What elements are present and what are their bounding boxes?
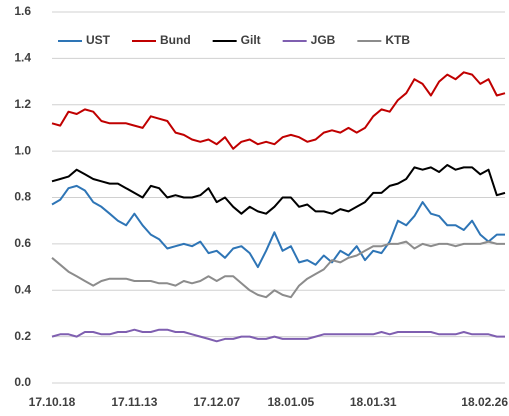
line-series xyxy=(51,328,505,343)
legend-label: JGB xyxy=(311,33,336,47)
x-tick-label: 18.01.05 xyxy=(267,395,314,409)
y-tick-label: 1.2 xyxy=(14,97,31,111)
x-tick-label: 17.12.07 xyxy=(193,395,240,409)
legend-label: Bund xyxy=(160,33,191,47)
legend-label: KTB xyxy=(385,33,410,47)
y-tick-label: 0.0 xyxy=(14,375,31,389)
legend-label: Gilt xyxy=(241,33,261,47)
x-tick-label: 17.11.13 xyxy=(111,395,157,409)
y-tick-label: 1.0 xyxy=(14,143,31,157)
y-tick-label: 0.4 xyxy=(14,282,31,296)
x-tick-label: 18.02.26 xyxy=(461,395,508,409)
x-tick-label: 17.10.18 xyxy=(29,395,76,409)
line-series xyxy=(51,71,506,150)
legend-label: UST xyxy=(86,33,111,47)
line-series xyxy=(51,184,505,269)
y-tick-label: 1.6 xyxy=(14,4,31,18)
y-tick-label: 0.6 xyxy=(14,236,31,250)
y-tick-label: 0.2 xyxy=(14,329,31,343)
line-series xyxy=(51,240,505,299)
line-series xyxy=(51,164,506,215)
y-tick-label: 0.8 xyxy=(14,190,31,204)
x-tick-label: 18.01.31 xyxy=(350,395,397,409)
y-tick-label: 1.4 xyxy=(14,51,31,65)
